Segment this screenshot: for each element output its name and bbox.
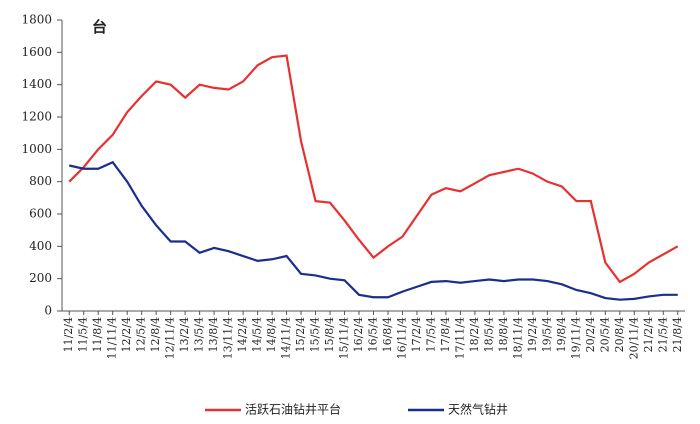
x-tick-label: 17/2/4 [410, 317, 423, 352]
x-tick-label: 21/8/4 [671, 317, 684, 352]
x-tick-label: 20/5/4 [598, 317, 611, 352]
x-tick-label: 13/2/4 [178, 317, 191, 352]
x-tick-label: 16/8/4 [381, 317, 394, 352]
x-tick-label: 14/2/4 [236, 317, 249, 352]
y-tick-label: 600 [29, 207, 52, 221]
x-tick-label: 13/8/4 [207, 317, 220, 352]
x-tick-label: 19/8/4 [555, 317, 568, 352]
x-tick-label: 16/2/4 [352, 317, 365, 352]
x-tick-label: 14/11/4 [280, 317, 293, 359]
x-tick-label: 15/8/4 [323, 317, 336, 352]
x-tick-label: 17/8/4 [439, 317, 452, 352]
x-tick-label: 20/2/4 [584, 317, 597, 352]
x-tick-label: 12/5/4 [135, 317, 148, 352]
series-line [69, 160, 678, 301]
x-tick-label: 12/8/4 [149, 317, 162, 352]
x-tick-label: 11/5/4 [77, 317, 90, 352]
x-tick-label: 13/11/4 [222, 317, 235, 359]
x-tick-label: 16/5/4 [367, 317, 380, 352]
x-tick-label: 12/2/4 [120, 317, 133, 352]
x-tick-label: 18/11/4 [511, 317, 524, 359]
y-tick-label: 0 [44, 304, 52, 318]
x-tick-label: 19/5/4 [540, 317, 553, 352]
x-tick-label: 16/11/4 [395, 317, 408, 359]
unit-label: 台 [92, 18, 107, 36]
x-tick-label: 14/5/4 [251, 317, 264, 352]
x-tick-label: 21/5/4 [656, 317, 669, 352]
x-tick-label: 19/11/4 [569, 317, 582, 359]
x-tick-label: 13/5/4 [193, 317, 206, 352]
x-tick-label: 19/2/4 [526, 317, 539, 352]
legend-label: 活跃石油钻井平台 [245, 402, 341, 417]
y-tick-label: 1400 [21, 77, 52, 91]
y-tick-label: 1000 [21, 142, 52, 156]
x-tick-label: 11/8/4 [91, 317, 104, 352]
x-tick-label: 21/2/4 [642, 317, 655, 352]
y-tick-label: 1800 [21, 13, 52, 27]
x-tick-label: 18/8/4 [497, 317, 510, 352]
x-tick-label: 12/11/4 [164, 317, 177, 359]
y-tick-label: 1600 [21, 45, 52, 59]
legend-label: 天然气钻井 [448, 402, 508, 417]
y-tick-label: 800 [29, 174, 52, 188]
y-tick-label: 200 [29, 271, 52, 285]
x-tick-label: 20/11/4 [627, 317, 640, 359]
x-tick-label: 14/8/4 [265, 317, 278, 352]
y-tick-label: 1200 [21, 110, 52, 124]
x-tick-label: 15/11/4 [338, 317, 351, 359]
x-tick-label: 18/5/4 [482, 317, 495, 352]
x-tick-label: 17/11/4 [453, 317, 466, 359]
x-tick-label: 15/2/4 [294, 317, 307, 352]
x-tick-label: 20/8/4 [613, 317, 626, 352]
series-line [68, 54, 679, 284]
x-tick-label: 15/5/4 [309, 317, 322, 352]
x-tick-label: 18/2/4 [468, 317, 481, 352]
x-tick-label: 11/11/4 [106, 317, 119, 359]
x-tick-label: 17/5/4 [424, 317, 437, 352]
y-tick-label: 400 [29, 239, 52, 253]
x-tick-label: 11/2/4 [62, 317, 75, 352]
